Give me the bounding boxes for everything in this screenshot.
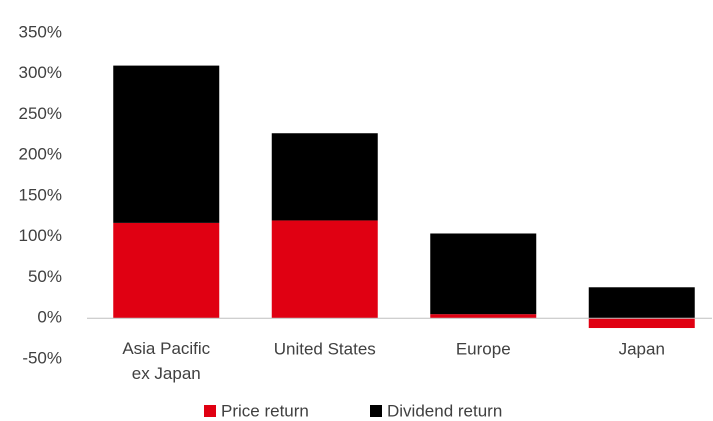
bar-segment xyxy=(271,220,378,319)
x-tick-label: Europe xyxy=(456,339,511,358)
y-tick-label: 300% xyxy=(19,63,62,82)
legend-label: Dividend return xyxy=(387,401,502,420)
y-tick-label: 200% xyxy=(19,145,62,164)
bar-segment xyxy=(271,133,378,221)
bar-segment xyxy=(588,287,695,319)
bar-segment xyxy=(588,318,695,329)
bar-segment xyxy=(113,222,220,319)
x-tick-label: United States xyxy=(274,339,376,358)
legend-label: Price return xyxy=(221,401,309,420)
y-tick-label: 100% xyxy=(19,226,62,245)
legend-swatch xyxy=(204,405,216,417)
x-tick-label: Asia Pacific ex Japan xyxy=(122,339,210,383)
y-tick-label: 350% xyxy=(19,22,62,41)
y-tick-label: 50% xyxy=(28,267,62,286)
y-tick-label: 150% xyxy=(19,185,62,204)
bar-segment xyxy=(113,65,220,223)
bar-segment xyxy=(430,233,537,315)
legend-swatch xyxy=(370,405,382,417)
y-tick-label: 250% xyxy=(19,104,62,123)
x-tick-label: Japan xyxy=(619,339,665,358)
bar-segment xyxy=(430,314,537,319)
y-tick-label: -50% xyxy=(22,348,62,367)
y-tick-label: 0% xyxy=(37,308,62,327)
